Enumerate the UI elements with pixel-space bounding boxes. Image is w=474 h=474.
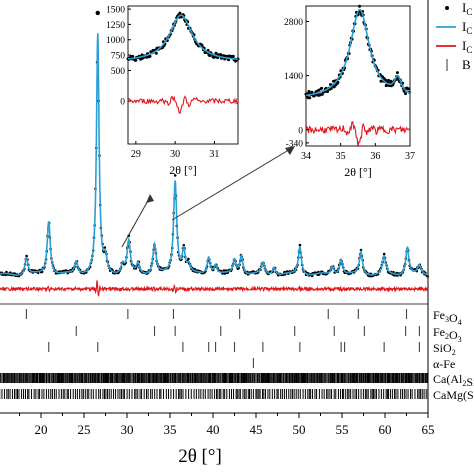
x-tick-label: 25 — [78, 422, 91, 437]
inset-frame — [127, 5, 239, 145]
inset-calculated-line — [127, 14, 238, 60]
legend: IC IC IC B — [436, 0, 472, 72]
x-axis-title: 2θ [°] — [178, 446, 222, 467]
inset-difference-line — [127, 95, 239, 115]
inset-observed-point — [395, 71, 399, 75]
inset-x-tick-label: 35 — [336, 151, 346, 162]
zoom-arrow-left-head — [146, 194, 154, 203]
inset-observed-point — [358, 4, 361, 8]
observed-point — [187, 257, 190, 261]
legend-label: IC — [462, 38, 472, 55]
observed-point — [173, 174, 177, 177]
observed-point — [103, 246, 107, 249]
legend-label: IC — [462, 19, 472, 36]
legend-label: B — [462, 57, 471, 72]
phase-label: SiO2 — [433, 341, 456, 357]
inset-observed-point — [317, 88, 321, 92]
phase-label: CaMg(Si — [433, 388, 474, 402]
inset-x-tick-label: 37 — [405, 151, 415, 162]
inset-calculated-line — [306, 8, 411, 97]
inset-observed-point — [208, 54, 212, 58]
inset-frame — [305, 5, 411, 147]
x-tick-label: 50 — [293, 422, 306, 437]
x-tick-label: 30 — [121, 422, 134, 437]
inset-y-tick-label: 750 — [111, 52, 126, 62]
inset-observed-point — [131, 54, 135, 58]
x-tick-label: 40 — [207, 422, 220, 437]
inset-y-tick-label: 0 — [120, 98, 125, 108]
observed-peak-top-point — [95, 10, 100, 16]
x-tick-label: 45 — [250, 422, 263, 437]
zoom-arrow-right-head — [285, 146, 295, 155]
observed-point — [298, 243, 302, 247]
inset-difference-line — [305, 121, 411, 147]
inset-observed-point — [320, 86, 324, 90]
inset-y-tick-label: 1000 — [106, 36, 125, 46]
inset-y-tick-label: 1400 — [284, 72, 303, 82]
phase-label: Fe3O4 — [433, 308, 462, 327]
inset-observed-point — [134, 58, 138, 62]
inset-observed-point — [318, 93, 322, 97]
inset-left-panel: 0 500 750 1000 1250 1500 29 30 31 2θ [°] — [106, 5, 240, 177]
zoom-arrow-right — [171, 147, 293, 221]
legend-marker — [445, 6, 449, 10]
observed-point — [426, 274, 429, 278]
inset-observed-point — [314, 90, 318, 93]
x-tick-label: 60 — [379, 422, 392, 437]
phase-label: α-Fe — [433, 357, 455, 371]
inset-y-tick-label: 1500 — [106, 6, 125, 16]
inset-y-tick-label: 2800 — [284, 18, 303, 28]
inset-observed-point — [308, 96, 312, 100]
inset-x-tick-label: 34 — [301, 151, 311, 162]
observed-point — [222, 269, 226, 272]
legend-label: IC — [462, 0, 472, 17]
inset-observed-point — [307, 90, 311, 93]
observed-point — [382, 252, 386, 256]
inset-observed-point — [379, 79, 383, 83]
inset-y-tick-label: -340 — [286, 139, 304, 149]
inset-observed-point — [320, 92, 324, 96]
inset-x-tick-label: 30 — [170, 149, 180, 160]
difference-curve-line — [0, 280, 429, 297]
inset-x-axis-title: 2θ [°] — [169, 163, 197, 177]
inset-observed-point — [154, 51, 158, 55]
inset-observed-point — [407, 87, 410, 91]
phase-label: Fe2O3 — [433, 325, 462, 344]
inset-x-tick-label: 29 — [131, 149, 141, 160]
inset-observed-point — [148, 54, 152, 58]
inset-x-axis-title: 2θ [°] — [344, 165, 372, 179]
inset-observed-point — [404, 92, 407, 96]
inset-x-tick-label: 31 — [209, 149, 219, 160]
inset-y-tick-label: 500 — [111, 67, 126, 77]
inset-right-panel: -340 0 1400 2800 34 35 36 37 2θ [°] — [284, 4, 415, 179]
zoom-arrow-left — [121, 196, 151, 248]
inset-observed-point — [225, 54, 229, 58]
inset-observed-point — [231, 54, 235, 58]
inset-observed-point — [214, 51, 218, 55]
inset-y-tick-label: 0 — [298, 126, 303, 136]
observed-point — [25, 254, 28, 258]
inset-observed-point — [384, 78, 387, 82]
phase-bragg-ticks — [0, 309, 429, 399]
inset-y-tick-label: 1250 — [106, 21, 125, 31]
inset-x-tick-label: 36 — [370, 151, 380, 162]
x-tick-label: 55 — [336, 422, 349, 437]
calculated-profile-line — [0, 33, 429, 276]
x-axis: 20 25 30 35 40 45 50 55 60 65 — [19, 413, 435, 437]
x-tick-label: 20 — [35, 422, 48, 437]
x-tick-label: 35 — [164, 422, 177, 437]
phase-label: Ca(Al2Si2 — [433, 372, 474, 391]
observed-point — [182, 244, 186, 247]
x-tick-label: 65 — [422, 422, 435, 437]
